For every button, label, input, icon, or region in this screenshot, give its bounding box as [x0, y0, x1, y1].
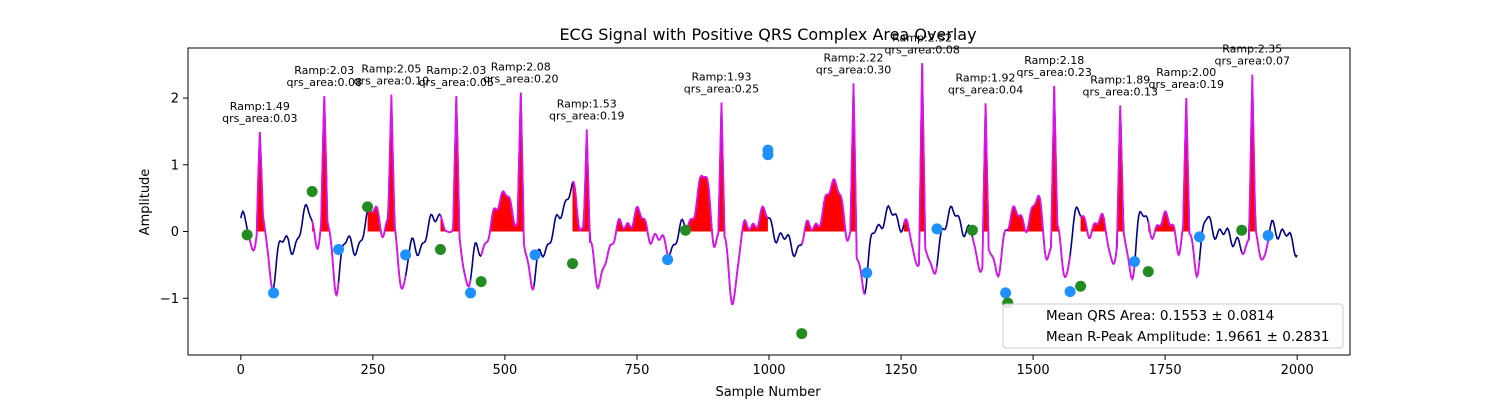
q-marker-5 [529, 249, 541, 261]
annotation-area-11: qrs_area:0.23 [1016, 66, 1091, 79]
q-marker-10 [931, 223, 943, 235]
x-tick-label-750: 750 [625, 363, 650, 378]
plot-area: Ramp:1.49qrs_area:0.03Ramp:2.03qrs_area:… [222, 31, 1298, 340]
q-marker-11 [1000, 287, 1012, 299]
x-tick-label-500: 500 [492, 363, 517, 378]
qrs-area-fill-7 [685, 102, 768, 232]
s-marker-12 [1142, 266, 1154, 278]
annotation-ramp-4: Ramp:2.03 [426, 64, 486, 77]
s-marker-2 [306, 185, 318, 197]
qrs-segment-9 [902, 63, 938, 275]
annotation-area-3: qrs_area:0.10 [354, 75, 429, 88]
x-tick-label-1750: 1750 [1149, 363, 1182, 378]
annotation-ramp-9: Ramp:2.52 [892, 31, 952, 44]
annotation-area-14: qrs_area:0.07 [1215, 55, 1290, 68]
qrs-segment-4 [439, 96, 472, 288]
annotation-ramp-11: Ramp:2.18 [1024, 54, 1084, 67]
y-tick-label-1: 1 [171, 158, 179, 173]
qrs-segment-10 [971, 103, 1007, 278]
qrs-segment-12 [1080, 105, 1136, 281]
s-marker-11 [1075, 280, 1087, 292]
y-tick-label-2: 2 [171, 92, 179, 107]
annotation-ramp-12: Ramp:1.89 [1090, 73, 1150, 86]
legend-entry-r-peak: Mean R-Peak Amplitude: 1.9661 ± 0.2831 [1046, 329, 1330, 345]
qrs-area-fill-3 [367, 94, 406, 232]
qrs-segment-3 [366, 94, 407, 290]
q-marker-12 [1064, 286, 1076, 298]
qrs-segment-14 [1240, 74, 1269, 261]
s-marker-4 [434, 244, 446, 256]
s-marker-7 [680, 224, 692, 236]
qrs-segment-1 [246, 132, 275, 291]
qrs-segment-13 [1147, 98, 1201, 278]
annotation-area-2: qrs_area:0.08 [287, 76, 362, 89]
x-tick-label-1000: 1000 [752, 363, 785, 378]
q-marker-13 [1129, 256, 1141, 268]
qrs-segment-5 [480, 92, 535, 291]
axes: 0 250 500 750 1000 1250 1500 1750 2000 −1 0 1 2 [160, 92, 1314, 378]
qrs-segment-2 [311, 96, 340, 298]
annotation-area-8: qrs_area:0.30 [816, 63, 891, 76]
qrs-segment-7 [684, 102, 769, 306]
annotation-ramp-6: Ramp:1.53 [557, 97, 617, 110]
annotation-area-1: qrs_area:0.03 [222, 112, 297, 125]
x-axis-label: Sample Number [715, 385, 821, 400]
s-marker-6 [567, 258, 579, 270]
annotation-ramp-2: Ramp:2.03 [294, 64, 354, 77]
annotation-area-7: qrs_area:0.25 [684, 83, 759, 96]
qrs-area-fill-1 [247, 132, 274, 232]
q-marker-2 [333, 244, 345, 256]
x-tick-label-2000: 2000 [1281, 363, 1314, 378]
qrs-segment-11 [1006, 85, 1071, 279]
annotation-ramp-7: Ramp:1.93 [691, 71, 751, 84]
q-marker-15 [1262, 230, 1274, 242]
annotation-ramp-13: Ramp:2.00 [1156, 66, 1216, 79]
annotation-ramp-5: Ramp:2.08 [491, 61, 551, 74]
legend: Mean QRS Area: 0.1553 ± 0.0814 Mean R-Pe… [1002, 303, 1344, 349]
annotation-area-6: qrs_area:0.19 [549, 109, 624, 122]
s-marker-5 [475, 276, 487, 288]
x-tick-label-0: 0 [237, 363, 245, 378]
annotation-ramp-8: Ramp:2.22 [823, 51, 883, 64]
y-axis-label: Amplitude [138, 169, 153, 236]
x-tick-label-1250: 1250 [884, 363, 917, 378]
q-marker-3 [400, 249, 412, 261]
y-tick-label--1: −1 [160, 292, 179, 307]
y-tick-label-0: 0 [171, 225, 179, 240]
s-marker-13 [1236, 224, 1248, 236]
s-marker-1 [241, 229, 253, 241]
chart-title: ECG Signal with Positive QRS Complex Are… [559, 25, 976, 44]
q-marker-1 [268, 287, 280, 299]
q-marker-9 [861, 267, 873, 279]
x-tick-label-250: 250 [360, 363, 385, 378]
s-marker-8 [796, 328, 808, 340]
x-tick-label-1500: 1500 [1017, 363, 1050, 378]
annotation-area-12: qrs_area:0.13 [1083, 85, 1158, 98]
q-marker-8 [762, 149, 774, 161]
annotation-area-13: qrs_area:0.19 [1149, 78, 1224, 91]
q-marker-4 [465, 287, 477, 299]
qrs-area-fill-4 [440, 96, 471, 232]
q-marker-14 [1193, 231, 1205, 243]
q-marker-6 [662, 254, 674, 266]
annotation-area-4: qrs_area:0.05 [419, 76, 494, 89]
qrs-segment-8 [800, 83, 866, 296]
s-marker-9 [966, 224, 978, 236]
annotation-area-9: qrs_area:0.08 [884, 43, 959, 56]
annotation-ramp-3: Ramp:2.05 [361, 63, 421, 76]
annotation-ramp-14: Ramp:2.35 [1222, 43, 1282, 56]
annotation-ramp-1: Ramp:1.49 [230, 100, 290, 113]
annotation-area-10: qrs_area:0.04 [948, 83, 1023, 96]
legend-box [1002, 303, 1344, 349]
qrs-segment-6 [571, 129, 669, 290]
annotation-area-5: qrs_area:0.20 [483, 73, 558, 86]
s-marker-3 [362, 201, 374, 213]
annotation-ramp-10: Ramp:1.92 [956, 71, 1016, 84]
legend-entry-qrs-area: Mean QRS Area: 0.1553 ± 0.0814 [1046, 308, 1274, 324]
